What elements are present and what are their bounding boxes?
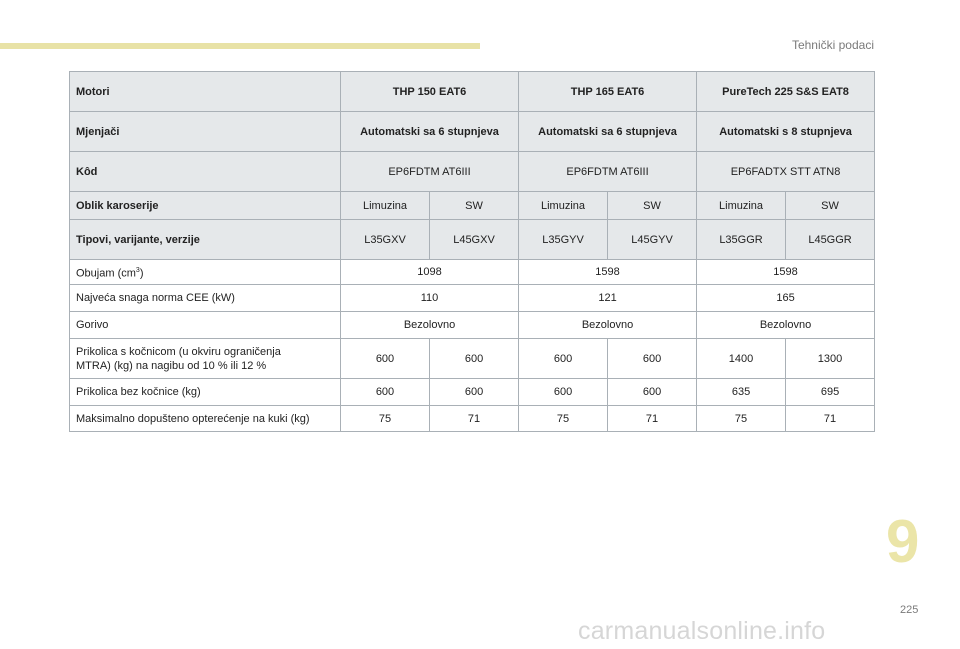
cell: THP 150 EAT6 bbox=[339, 71, 520, 112]
cell: 75 bbox=[518, 405, 609, 432]
cell: 1098 bbox=[339, 259, 520, 285]
row-gorivo: Gorivo Bezolovno Bezolovno Bezolovno bbox=[69, 311, 876, 339]
cell: 600 bbox=[340, 338, 430, 379]
cell: 600 bbox=[428, 338, 520, 379]
row-label: Kôd bbox=[69, 151, 341, 192]
cell: 600 bbox=[340, 378, 430, 406]
row-mjenjaci: Mjenjači Automatski sa 6 stupnjeva Autom… bbox=[69, 111, 876, 152]
cell: EP6FADTX STT ATN8 bbox=[696, 151, 876, 192]
cell: SW bbox=[785, 191, 876, 220]
cell: Bezolovno bbox=[696, 311, 876, 339]
cell: Limuzina bbox=[518, 191, 609, 220]
row-label: Oblik karoserije bbox=[69, 191, 341, 220]
cell: Limuzina bbox=[696, 191, 787, 220]
cell: L35GGR bbox=[696, 219, 787, 260]
row-oblik: Oblik karoserije Limuzina SW Limuzina SW… bbox=[69, 191, 876, 220]
cell: 165 bbox=[696, 284, 876, 312]
cell: L35GXV bbox=[340, 219, 430, 260]
row-label: Najveća snaga norma CEE (kW) bbox=[69, 284, 341, 312]
cell: EP6FDTM AT6III bbox=[518, 151, 698, 192]
row-label: Mjenjači bbox=[69, 111, 341, 152]
cell: 71 bbox=[428, 405, 520, 432]
row-label: Prikolica bez kočnice (kg) bbox=[69, 378, 341, 406]
cell: PureTech 225 S&S EAT8 bbox=[696, 71, 876, 112]
cell: L45GGR bbox=[785, 219, 876, 260]
cell: 1598 bbox=[696, 259, 876, 285]
cell: SW bbox=[428, 191, 520, 220]
watermark: carmanualsonline.info bbox=[578, 617, 826, 645]
chapter-number: 9 bbox=[886, 508, 920, 575]
cell: 121 bbox=[518, 284, 698, 312]
cell: 75 bbox=[340, 405, 430, 432]
cell: 600 bbox=[518, 338, 609, 379]
cell: Automatski sa 6 stupnjeva bbox=[518, 111, 698, 152]
row-kod: Kôd EP6FDTM AT6III EP6FDTM AT6III EP6FAD… bbox=[69, 151, 876, 192]
row-obujam: Obujam (cm3) 1098 1598 1598 bbox=[69, 259, 876, 285]
cell: 110 bbox=[339, 284, 520, 312]
row-label: Prikolica s kočnicom (u okviru ograničen… bbox=[69, 338, 341, 379]
row-label: Maksimalno dopušteno opterećenje na kuki… bbox=[69, 405, 341, 432]
cell: 71 bbox=[785, 405, 876, 432]
cell: 71 bbox=[607, 405, 698, 432]
cell: SW bbox=[607, 191, 698, 220]
row-label: Motori bbox=[69, 71, 341, 112]
cell: 600 bbox=[607, 338, 698, 379]
section-title: Tehnički podaci bbox=[791, 38, 874, 52]
cell: 600 bbox=[428, 378, 520, 406]
row-motori: Motori THP 150 EAT6 THP 165 EAT6 PureTec… bbox=[69, 71, 876, 112]
row-label: Tipovi, varijante, verzije bbox=[69, 219, 341, 260]
row-opterecenje-kuka: Maksimalno dopušteno opterećenje na kuki… bbox=[69, 405, 876, 432]
cell: Automatski s 8 stupnjeva bbox=[696, 111, 876, 152]
cell: L45GXV bbox=[428, 219, 520, 260]
page-number: 225 bbox=[900, 604, 919, 616]
row-prikolica-bez-kocnice: Prikolica bez kočnice (kg) 600 600 600 6… bbox=[69, 378, 876, 406]
engine-spec-table: Motori THP 150 EAT6 THP 165 EAT6 PureTec… bbox=[69, 71, 876, 432]
cell: 635 bbox=[696, 378, 787, 406]
cell: 600 bbox=[607, 378, 698, 406]
cell: L35GYV bbox=[518, 219, 609, 260]
cell: 1598 bbox=[518, 259, 698, 285]
cell: 1400 bbox=[696, 338, 787, 379]
cell: EP6FDTM AT6III bbox=[339, 151, 520, 192]
row-snaga: Najveća snaga norma CEE (kW) 110 121 165 bbox=[69, 284, 876, 312]
row-tipovi: Tipovi, varijante, verzije L35GXV L45GXV… bbox=[69, 219, 876, 260]
row-label: Obujam (cm3) bbox=[69, 259, 341, 285]
cell: Bezolovno bbox=[518, 311, 698, 339]
cell: 75 bbox=[696, 405, 787, 432]
cell: Bezolovno bbox=[339, 311, 520, 339]
row-label: Gorivo bbox=[69, 311, 341, 339]
cell: L45GYV bbox=[607, 219, 698, 260]
cell: 1300 bbox=[785, 338, 876, 379]
cell: THP 165 EAT6 bbox=[518, 71, 698, 112]
row-prikolica-s-kocnicom: Prikolica s kočnicom (u okviru ograničen… bbox=[69, 338, 876, 379]
cell: 695 bbox=[785, 378, 876, 406]
header-accent-bar bbox=[0, 43, 480, 49]
cell: 600 bbox=[518, 378, 609, 406]
cell: Automatski sa 6 stupnjeva bbox=[339, 111, 520, 152]
cell: Limuzina bbox=[340, 191, 430, 220]
